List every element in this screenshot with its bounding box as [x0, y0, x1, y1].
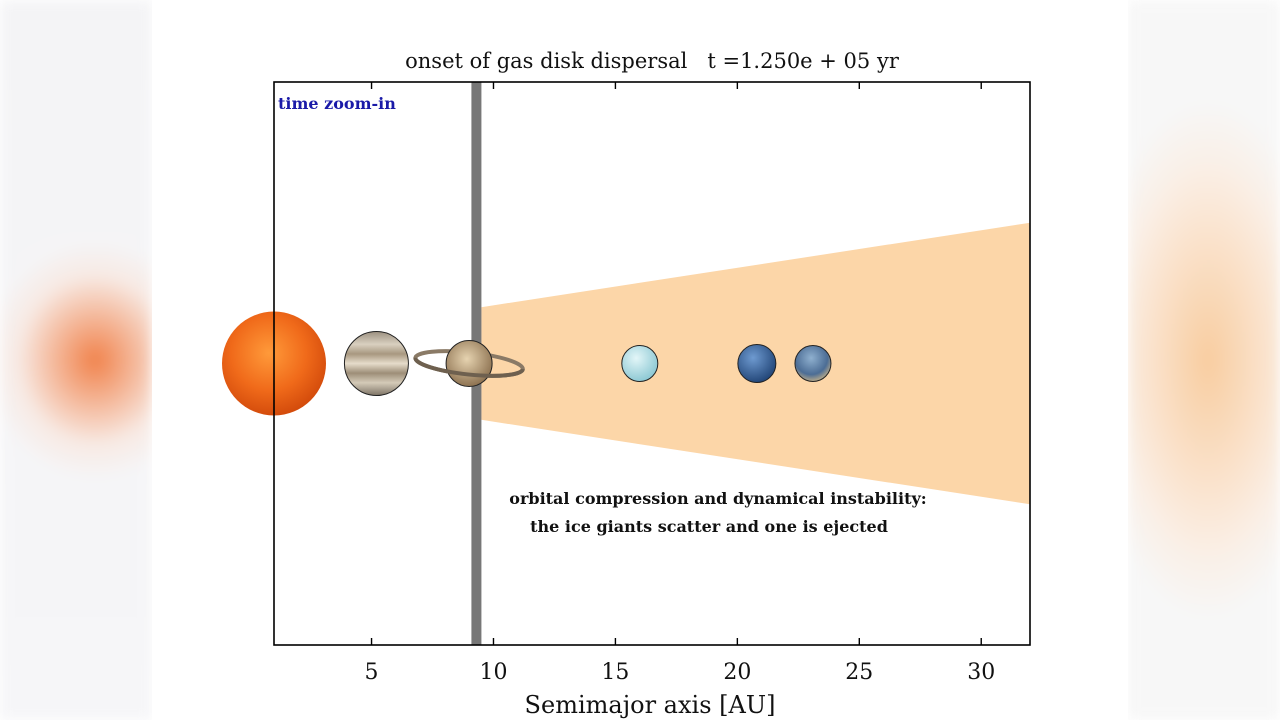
x-tick-label: 20: [723, 660, 751, 685]
x-tick-label: 30: [967, 660, 995, 685]
jupiter-icon: [343, 331, 409, 396]
uranus-icon: [621, 345, 659, 382]
neptune-disc: [737, 344, 777, 383]
saturn-icon: [413, 340, 525, 387]
x-tick-label: 15: [601, 660, 629, 685]
ice-giant-disc: [794, 345, 832, 382]
chart-title: onset of gas disk dispersal t =1.250e + …: [405, 49, 900, 73]
x-tick-label: 5: [365, 660, 379, 685]
jupiter-disc: [343, 331, 409, 396]
x-tick-label: 10: [479, 660, 507, 685]
zoom-label: time zoom-in: [278, 94, 396, 113]
saturn-disc: [445, 340, 493, 387]
uranus-disc: [621, 345, 659, 382]
blurred-right-margin: [1128, 0, 1280, 720]
x-axis-label: Semimajor axis [AU]: [525, 691, 776, 719]
x-tick-label: 25: [845, 660, 873, 685]
saturn-ring-front: [413, 357, 525, 378]
annotation-line-2: the ice giants scatter and one is ejecte…: [530, 517, 888, 536]
annotation-line-1: orbital compression and dynamical instab…: [509, 489, 926, 508]
blurred-left-margin: [0, 0, 152, 720]
ice-giant-icon: [794, 345, 832, 382]
plot-frame: [273, 81, 1031, 646]
neptune-icon: [737, 344, 777, 383]
